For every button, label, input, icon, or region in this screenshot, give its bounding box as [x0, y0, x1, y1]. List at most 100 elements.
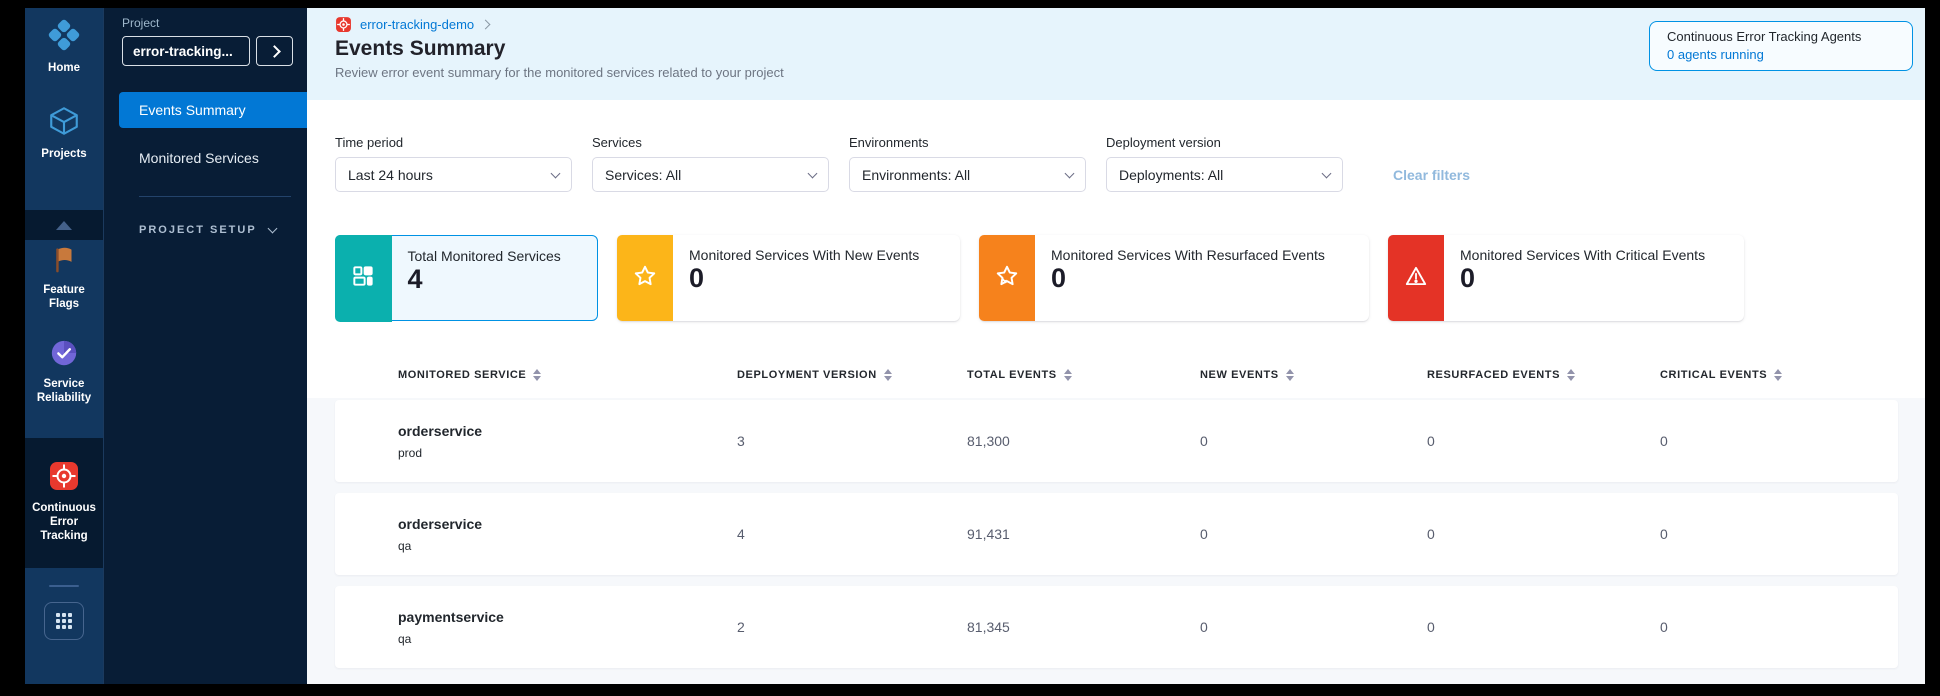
sort-icon[interactable]: [1774, 369, 1783, 381]
nav-projects-label: Projects: [41, 148, 87, 160]
nav-continuous-error-tracking-label: Continuous Error Tracking: [32, 502, 96, 542]
critical-events-value: 0: [1660, 526, 1668, 542]
filter-deployment-version: Deployment version Deployments: All: [1106, 135, 1343, 192]
sort-icon[interactable]: [1567, 369, 1576, 381]
total-events-value: 81,345: [967, 619, 1010, 635]
services-select[interactable]: Services: All: [592, 157, 829, 192]
time-period-value: Last 24 hours: [348, 166, 433, 183]
filter-environments: Environments Environments: All: [849, 135, 1086, 192]
deployment-version-value: 3: [737, 433, 745, 449]
deployments-value: Deployments: All: [1119, 166, 1224, 183]
table-row[interactable]: paymentservice qa 2 81,345 0 0 0: [335, 586, 1898, 668]
nav-service-reliability[interactable]: Service Reliability: [25, 338, 103, 406]
column-label: DEPLOYMENT VERSION: [737, 369, 877, 381]
project-expand-button[interactable]: [256, 36, 293, 66]
card-label: Total Monitored Services: [407, 248, 561, 264]
harness-logo-icon: [47, 18, 81, 57]
sidebar-item-label: Events Summary: [139, 102, 246, 118]
clear-filters-button[interactable]: Clear filters: [1393, 167, 1471, 183]
page-title: Events Summary: [335, 37, 506, 60]
nav-feature-flags-label: Feature Flags: [43, 284, 85, 310]
nav-home[interactable]: Home: [25, 18, 103, 76]
services-value: Services: All: [605, 166, 682, 183]
agents-title: Continuous Error Tracking Agents: [1667, 29, 1862, 44]
project-setup-label: PROJECT SETUP: [139, 224, 257, 236]
project-nav: Project error-tracking... Events Summary…: [103, 8, 307, 684]
new-events-value: 0: [1200, 433, 1208, 449]
sidebar-item-monitored-services[interactable]: Monitored Services: [119, 140, 307, 176]
environments-select[interactable]: Environments: All: [849, 157, 1086, 192]
module-grid-button[interactable]: [44, 602, 84, 640]
card-total-monitored-services[interactable]: Total Monitored Services 4: [334, 234, 598, 322]
sort-icon[interactable]: [1285, 369, 1294, 381]
table-row[interactable]: orderservice qa 4 91,431 0 0 0: [335, 493, 1898, 575]
nav-projects[interactable]: Projects: [25, 104, 103, 162]
warning-triangle-icon: [1403, 263, 1429, 294]
card-resurfaced-events[interactable]: Monitored Services With Resurfaced Event…: [979, 235, 1369, 321]
breadcrumb-chevron-icon: [480, 19, 491, 30]
sidebar-item-events-summary[interactable]: Events Summary: [119, 92, 307, 128]
column-critical-events: CRITICAL EVENTS: [1660, 369, 1898, 381]
project-setup-toggle[interactable]: PROJECT SETUP: [139, 223, 278, 236]
deployments-select[interactable]: Deployments: All: [1106, 157, 1343, 192]
nav-home-label: Home: [48, 62, 80, 74]
card-value: 0: [1460, 263, 1476, 293]
nav-feature-flags[interactable]: Feature Flags: [25, 244, 103, 312]
card-label: Monitored Services With Critical Events: [1460, 247, 1706, 263]
module-nav-divider: [49, 585, 79, 587]
breadcrumb: error-tracking-demo: [335, 8, 1925, 33]
summary-cards: Total Monitored Services 4 Monitored Ser…: [334, 234, 1925, 322]
column-label: NEW EVENTS: [1200, 369, 1279, 381]
card-icon-block: [617, 235, 673, 321]
sort-icon[interactable]: [1063, 369, 1072, 381]
agents-status-card[interactable]: Continuous Error Tracking Agents 0 agent…: [1649, 21, 1913, 71]
column-deployment-version: DEPLOYMENT VERSION: [737, 369, 967, 381]
card-value: 4: [407, 264, 423, 294]
chevron-down-icon: [550, 168, 561, 178]
card-critical-events[interactable]: Monitored Services With Critical Events …: [1388, 235, 1744, 321]
filter-label: Deployment version: [1106, 135, 1221, 150]
column-resurfaced-events: RESURFACED EVENTS: [1427, 369, 1660, 381]
project-label: Project: [122, 16, 160, 30]
card-new-events[interactable]: Monitored Services With New Events 0: [617, 235, 960, 321]
project-selector[interactable]: error-tracking...: [122, 36, 250, 66]
agents-running-link[interactable]: 0 agents running: [1667, 47, 1764, 62]
deployment-version-value: 4: [737, 526, 745, 542]
sidebar-item-label: Monitored Services: [139, 150, 259, 166]
service-environment: qa: [398, 631, 412, 646]
critical-events-value: 0: [1660, 619, 1668, 635]
grid-icon: [56, 613, 72, 629]
star-icon: [632, 263, 658, 294]
filter-label: Time period: [335, 135, 404, 150]
time-period-select[interactable]: Last 24 hours: [335, 157, 572, 192]
chevron-down-icon: [1321, 168, 1332, 178]
column-total-events: TOTAL EVENTS: [967, 369, 1200, 381]
service-name: orderservice: [398, 422, 483, 439]
nav-continuous-error-tracking[interactable]: Continuous Error Tracking: [25, 460, 103, 543]
chevron-down-icon: [1064, 168, 1075, 178]
module-section-middle: [25, 240, 103, 438]
chevron-right-icon: [268, 44, 281, 58]
breadcrumb-link[interactable]: error-tracking-demo: [360, 17, 475, 32]
chevron-down-icon: [267, 223, 278, 234]
service-reliability-icon: [49, 338, 79, 373]
main-content: error-tracking-demo Events Summary Revie…: [307, 8, 1925, 684]
column-label: CRITICAL EVENTS: [1660, 369, 1768, 381]
module-nav: Home Projects Feature Flags: [25, 8, 103, 684]
card-label: Monitored Services With Resurfaced Event…: [1051, 247, 1325, 263]
dashboard-grid-icon: [350, 263, 376, 294]
collapse-up-icon[interactable]: [56, 221, 72, 230]
table-row[interactable]: orderservice prod 3 81,300 0 0 0: [335, 400, 1898, 482]
critical-events-value: 0: [1660, 433, 1668, 449]
error-tracking-target-icon: [48, 460, 80, 497]
breadcrumb-project-icon: [335, 16, 352, 33]
deployment-version-value: 2: [737, 619, 745, 635]
total-events-value: 81,300: [967, 433, 1010, 449]
sort-icon[interactable]: [533, 369, 542, 381]
page-subtitle: Review error event summary for the monit…: [335, 65, 784, 80]
card-icon-block: [1388, 235, 1444, 321]
column-label: RESURFACED EVENTS: [1427, 369, 1561, 381]
service-environment: qa: [398, 538, 412, 553]
column-new-events: NEW EVENTS: [1200, 369, 1427, 381]
sort-icon[interactable]: [883, 369, 892, 381]
